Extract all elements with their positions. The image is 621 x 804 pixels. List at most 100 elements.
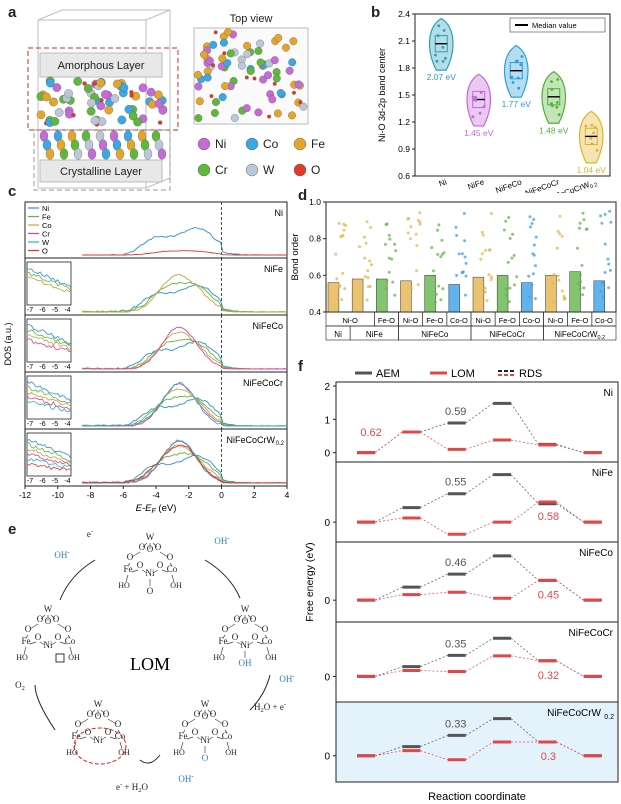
inset-tick-label: -7 bbox=[27, 364, 33, 371]
atom bbox=[71, 113, 76, 118]
center-label: LOM bbox=[130, 654, 170, 674]
y-tick-label: 0 bbox=[324, 518, 330, 529]
data-point bbox=[387, 256, 391, 260]
group-cell bbox=[543, 325, 617, 341]
atom bbox=[270, 56, 279, 65]
data-point bbox=[432, 269, 435, 273]
atom bbox=[138, 83, 148, 93]
atom bbox=[273, 109, 282, 118]
y-tick-label: 0 bbox=[324, 596, 330, 607]
aem-connector bbox=[465, 555, 494, 575]
data-point bbox=[414, 232, 418, 236]
atom bbox=[129, 148, 139, 160]
data-point bbox=[483, 290, 487, 294]
data-point bbox=[418, 222, 422, 226]
data-point bbox=[362, 235, 366, 239]
bond-order-bar bbox=[448, 284, 460, 313]
x-tick-label: -12 bbox=[19, 490, 32, 500]
lom-connector bbox=[420, 431, 448, 450]
data-point bbox=[434, 53, 437, 57]
data-point bbox=[485, 299, 489, 303]
data-point bbox=[464, 274, 468, 278]
x-tick-label: 2 bbox=[252, 490, 257, 500]
data-point bbox=[576, 246, 579, 250]
y-tick-label: 0.9 bbox=[398, 144, 410, 154]
panel-letter-b: b bbox=[371, 4, 381, 21]
atom-label: O bbox=[127, 552, 134, 562]
lom-connector bbox=[556, 660, 584, 677]
data-point bbox=[595, 148, 599, 152]
atom bbox=[264, 71, 273, 80]
data-point bbox=[457, 252, 461, 256]
atom-label: O bbox=[167, 552, 174, 562]
atom bbox=[259, 75, 268, 84]
bond bbox=[216, 736, 224, 740]
lom-connector bbox=[465, 591, 494, 599]
atom bbox=[203, 73, 212, 82]
data-point bbox=[478, 111, 482, 115]
data-point bbox=[341, 271, 345, 275]
atom bbox=[244, 75, 249, 80]
lom-connector bbox=[510, 580, 539, 599]
data-point bbox=[471, 115, 475, 119]
bond bbox=[224, 729, 228, 734]
data-point bbox=[502, 228, 506, 232]
data-point bbox=[550, 88, 554, 91]
atom-label: O bbox=[35, 632, 42, 642]
data-point bbox=[504, 287, 508, 291]
data-point bbox=[365, 298, 369, 302]
x-tick-label: -10 bbox=[52, 490, 65, 500]
bond bbox=[266, 646, 270, 655]
y-tick-label: 0.4 bbox=[309, 307, 321, 317]
cycle-arrow bbox=[249, 674, 271, 711]
data-point bbox=[384, 242, 387, 246]
bond bbox=[254, 623, 264, 630]
energy-subpanel-label: NiFeCoCr bbox=[569, 628, 614, 639]
legend-label-o: O bbox=[311, 163, 320, 177]
cycle-arrow bbox=[34, 684, 56, 731]
atom-label: O bbox=[157, 560, 164, 570]
panel-letter-f: f bbox=[298, 358, 303, 375]
atom bbox=[298, 100, 303, 105]
legend-swatch-ni bbox=[197, 137, 211, 151]
bond-order-bar bbox=[424, 275, 436, 313]
data-point bbox=[464, 261, 468, 265]
atom-label: HO bbox=[213, 653, 225, 662]
y-tick-label: 0 bbox=[324, 449, 330, 460]
data-point bbox=[599, 289, 603, 293]
energy-subpanel-subscript: 0.2 bbox=[604, 714, 614, 721]
bond bbox=[67, 634, 71, 639]
data-point bbox=[343, 287, 347, 291]
data-point bbox=[589, 137, 593, 140]
atom-label: O bbox=[232, 632, 239, 642]
dos-inset bbox=[26, 261, 72, 306]
bond bbox=[100, 736, 107, 741]
aem-rds-value: 0.59 bbox=[445, 406, 466, 418]
atom bbox=[36, 110, 46, 120]
dos-curve bbox=[82, 383, 287, 427]
atom bbox=[288, 111, 296, 120]
data-point bbox=[490, 212, 493, 215]
atom bbox=[42, 92, 51, 102]
data-point bbox=[441, 60, 445, 63]
data-point bbox=[461, 270, 465, 274]
aem-rds-value: 0.46 bbox=[445, 557, 466, 569]
aem-connector bbox=[420, 493, 448, 508]
data-point bbox=[440, 252, 444, 256]
atom-label: O bbox=[234, 614, 241, 624]
energy-subpanel bbox=[335, 461, 619, 543]
aem-connector bbox=[374, 586, 403, 601]
data-point bbox=[472, 98, 476, 102]
energy-subpanel bbox=[335, 701, 619, 783]
aem-connector bbox=[510, 637, 539, 662]
bond bbox=[236, 641, 243, 646]
aem-connector bbox=[374, 746, 403, 757]
atom-label: OH bbox=[265, 653, 277, 662]
data-point bbox=[513, 283, 516, 287]
data-point bbox=[487, 273, 491, 277]
atom bbox=[224, 28, 233, 36]
data-point bbox=[436, 228, 440, 232]
atom bbox=[101, 90, 110, 99]
data-point bbox=[551, 104, 554, 108]
data-point bbox=[369, 263, 373, 267]
